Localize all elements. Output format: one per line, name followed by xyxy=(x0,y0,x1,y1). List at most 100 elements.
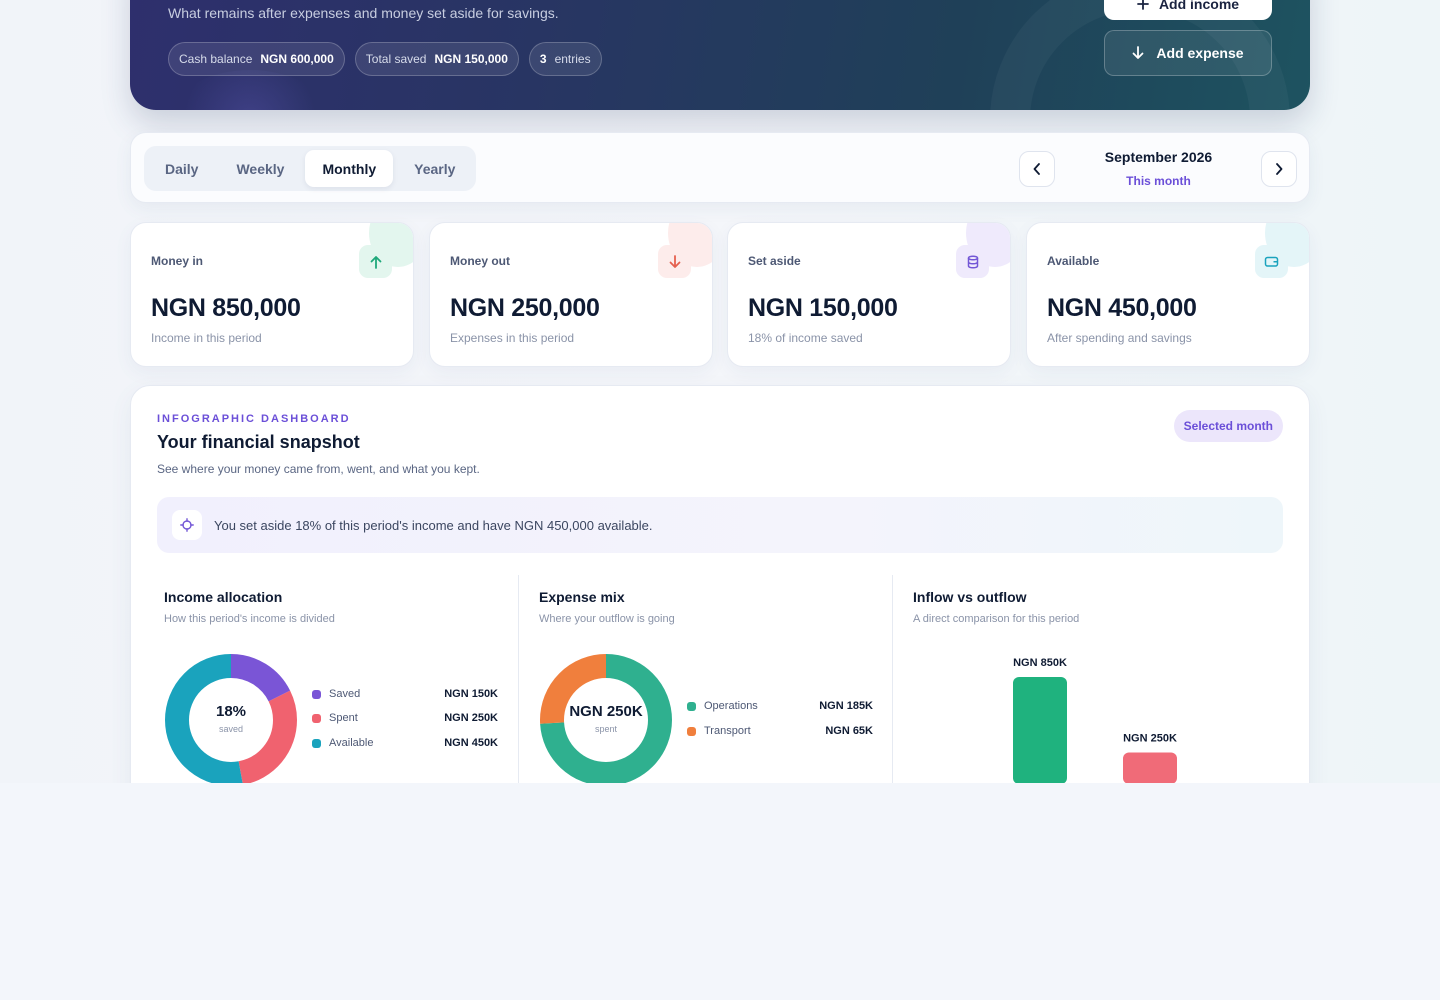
legend-label: Saved xyxy=(329,688,361,700)
period-tabs: Daily Weekly Monthly Yearly xyxy=(144,146,477,191)
legend-value: NGN 185K xyxy=(819,700,873,712)
legend-swatch xyxy=(687,701,696,711)
chevron-left-icon xyxy=(1033,163,1040,175)
dashboard-title: Your financial snapshot xyxy=(157,432,360,452)
panel-title: Income allocation xyxy=(164,589,283,605)
tab-yearly[interactable]: Yearly xyxy=(414,160,456,177)
income-allocation-slice-available xyxy=(165,654,297,786)
decorative-glow xyxy=(170,70,330,110)
donut-center: 18% saved xyxy=(181,703,281,734)
legend-swatch xyxy=(312,689,321,699)
legend-item-available: Available xyxy=(312,737,373,749)
panel-subtitle: Where your outflow is going xyxy=(539,613,675,625)
legend-item-spent: Spent xyxy=(312,712,358,724)
expense-mix-donut xyxy=(540,654,672,786)
tab-weekly[interactable]: Weekly xyxy=(236,160,285,177)
balance-hero: What remains after expenses and money se… xyxy=(130,0,1310,110)
pill-label: Total saved xyxy=(365,52,427,66)
legend-swatch xyxy=(312,713,321,723)
insight-banner: You set aside 18% of this period's incom… xyxy=(157,497,1283,553)
stat-label: Money in xyxy=(151,254,204,268)
panel-title: Expense mix xyxy=(539,589,625,605)
stat-caption: After spending and savings xyxy=(1047,331,1192,345)
stat-caption: 18% of income saved xyxy=(748,331,863,345)
panel-subtitle: How this period's income is divided xyxy=(164,613,335,625)
total-saved-pill: Total saved NGN 150,000 xyxy=(354,42,519,76)
stat-card-available: Available NGN 450,000 After spending and… xyxy=(1026,222,1310,367)
legend-value: NGN 250K xyxy=(444,712,498,724)
income-allocation-donut xyxy=(165,654,297,786)
inflow-bar xyxy=(1013,677,1067,784)
dashboard-subtitle: See where your money came from, went, an… xyxy=(157,462,480,476)
legend-item-transport: Transport xyxy=(687,725,751,737)
donut-center-value: 18% xyxy=(215,703,247,720)
arrow-down-icon xyxy=(658,245,691,278)
legend-swatch xyxy=(312,738,321,748)
next-period-button[interactable] xyxy=(1261,151,1297,187)
stat-value: NGN 450,000 xyxy=(1047,294,1197,322)
legend-label: Operations xyxy=(704,700,758,712)
database-icon xyxy=(956,245,989,278)
expense-mix-slice-transport xyxy=(540,654,672,786)
plus-icon xyxy=(1137,0,1149,10)
legend-value: NGN 450K xyxy=(444,737,498,749)
donut-center-value: NGN 250K xyxy=(569,703,643,720)
stat-card-money-in: Money in NGN 850,000 Income in this peri… xyxy=(130,222,414,367)
legend-value: NGN 150K xyxy=(444,688,498,700)
entries-pill: 3 entries xyxy=(528,42,602,76)
inflow-outflow-panel: Inflow vs outflow A direct comparison fo… xyxy=(913,575,1273,835)
tab-monthly[interactable]: Monthly xyxy=(305,150,394,187)
add-expense-label: Add expense xyxy=(1156,45,1244,61)
legend-item-saved: Saved xyxy=(312,688,360,700)
donut-center: NGN 250K spent xyxy=(551,703,661,734)
inflow-value-label: NGN 850K xyxy=(1013,657,1067,669)
pill-value: NGN 150,000 xyxy=(434,52,508,66)
income-allocation-panel: Income allocation How this period's inco… xyxy=(164,575,504,835)
add-income-button[interactable]: Add income xyxy=(1104,0,1272,20)
pill-label: entries xyxy=(554,52,591,66)
legend-label: Transport xyxy=(704,725,751,737)
panel-title: Inflow vs outflow xyxy=(913,589,1027,605)
selected-month-badge: Selected month xyxy=(1173,410,1283,442)
legend-label: Spent xyxy=(329,712,358,724)
stat-value: NGN 850,000 xyxy=(151,294,301,322)
cash-balance-pill: Cash balance NGN 600,000 xyxy=(168,42,345,76)
legend-value: NGN 65K xyxy=(825,725,873,737)
income-allocation-slice-spent xyxy=(165,654,297,786)
period-selector: Daily Weekly Monthly Yearly September 20… xyxy=(130,132,1310,203)
legend-item-operations: Operations xyxy=(687,700,758,712)
donut-center-label: spent xyxy=(594,724,618,734)
outflow-value-label: NGN 250K xyxy=(1123,733,1177,745)
pill-label: Cash balance xyxy=(179,52,253,66)
period-relative: This month xyxy=(1126,174,1191,188)
hero-subtitle: What remains after expenses and money se… xyxy=(168,5,559,21)
legend-label: Available xyxy=(329,737,374,749)
period-month: September 2026 xyxy=(1104,149,1213,165)
add-income-label: Add income xyxy=(1158,0,1240,12)
infographic-dashboard: INFOGRAPHIC DASHBOARD Your financial sna… xyxy=(130,385,1310,845)
stat-value: NGN 150,000 xyxy=(748,294,898,322)
panel-divider xyxy=(892,575,893,795)
panel-divider xyxy=(518,575,519,795)
period-label: September 2026 This month xyxy=(1081,149,1236,188)
dashboard-eyebrow: INFOGRAPHIC DASHBOARD xyxy=(157,413,351,425)
stat-caption: Income in this period xyxy=(151,331,262,345)
donut-center-label: saved xyxy=(218,724,244,734)
stat-caption: Expenses in this period xyxy=(450,331,575,345)
add-expense-button[interactable]: Add expense xyxy=(1104,30,1272,76)
previous-period-button[interactable] xyxy=(1019,151,1055,187)
stat-card-set-aside: Set aside NGN 150,000 18% of income save… xyxy=(727,222,1011,367)
panel-subtitle: A direct comparison for this period xyxy=(913,613,1080,625)
stat-label: Money out xyxy=(450,254,510,268)
pill-value: 3 xyxy=(539,52,547,66)
wallet-icon xyxy=(1255,245,1288,278)
arrow-up-icon xyxy=(359,245,392,278)
outflow-bar xyxy=(1123,752,1177,784)
tab-daily[interactable]: Daily xyxy=(165,160,199,177)
stat-label: Available xyxy=(1047,254,1100,268)
legend-swatch xyxy=(687,726,696,736)
stat-card-money-out: Money out NGN 250,000 Expenses in this p… xyxy=(429,222,713,367)
expense-mix-panel: Expense mix Where your outflow is going … xyxy=(539,575,879,835)
inflow-outflow-bars: NGN 850K NGN 250K xyxy=(1013,657,1177,784)
stat-label: Set aside xyxy=(748,254,801,268)
